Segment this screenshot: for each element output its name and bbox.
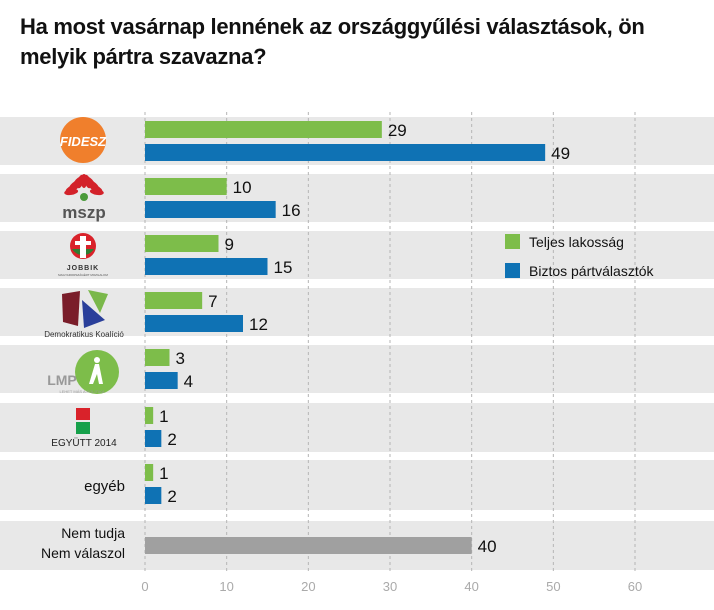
category-band (0, 460, 714, 510)
egyutt-logo-green (76, 422, 90, 434)
jobbik-logo-subtext: MAGYARORSZÁGÉRT MOZGALOM (58, 272, 108, 277)
x-tick-label: 0 (141, 579, 148, 594)
bar-biztos (145, 258, 268, 275)
category-band (0, 403, 714, 452)
legend-label: Teljes lakosság (529, 234, 624, 250)
bar-biztos (145, 487, 162, 504)
dk-logo (82, 300, 105, 328)
category-band (0, 345, 714, 393)
mszp-petal (89, 188, 104, 196)
bar-teljes (145, 349, 170, 366)
lmp-logo-walker (94, 357, 100, 363)
x-tick-label: 60 (628, 579, 642, 594)
bar-teljes (145, 235, 219, 252)
bar-biztos (145, 315, 243, 332)
data-label: 3 (176, 349, 185, 368)
bar-nem-tudja (145, 537, 472, 554)
data-label: 16 (282, 201, 301, 220)
egyutt-logo-text: EGYÜTT 2014 (51, 437, 117, 449)
chart-title: Ha most vasárnap lennének az országgyűlé… (20, 14, 645, 69)
x-tick-label: 40 (464, 579, 478, 594)
category-label-nem-tudja: Nem tudja (61, 525, 125, 541)
category-band (0, 288, 714, 336)
fidesz-logo-text: FIDESZ (60, 134, 107, 149)
category-band (0, 174, 714, 222)
mszp-logo-text: mszp (62, 203, 105, 222)
jobbik-logo-text: JOBBIK (67, 265, 99, 272)
x-tick-label: 30 (383, 579, 397, 594)
data-label: 9 (225, 235, 234, 254)
data-label: 49 (551, 144, 570, 163)
data-label: 29 (388, 121, 407, 140)
bar-teljes (145, 292, 203, 309)
lmp-logo-walker (89, 364, 103, 384)
data-label: 1 (159, 407, 168, 426)
data-label: 2 (167, 430, 176, 449)
data-label: 10 (233, 178, 252, 197)
data-label: 7 (208, 292, 217, 311)
mszp-logo (64, 174, 104, 201)
x-tick-label: 20 (301, 579, 315, 594)
lmp-logo-text: LMP (47, 372, 77, 388)
egyutt-logo-red (76, 408, 90, 420)
bar-biztos (145, 372, 178, 389)
jobbik-logo-cross (75, 241, 91, 245)
x-tick-label: 10 (219, 579, 233, 594)
bar-biztos (145, 201, 276, 218)
bar-teljes (145, 121, 382, 138)
bar-teljes (145, 464, 154, 481)
mszp-logo-center (80, 193, 88, 201)
bar-biztos (145, 430, 162, 447)
fidesz-logo (60, 117, 106, 163)
category-band (0, 231, 714, 279)
legend-swatch (505, 234, 520, 249)
dk-logo (88, 290, 108, 313)
dk-logo (62, 291, 80, 326)
data-label: 1 (159, 464, 168, 483)
x-tick-label: 50 (546, 579, 560, 594)
data-label: 12 (249, 315, 268, 334)
legend-swatch (505, 263, 520, 278)
category-label-egyeb: egyéb (84, 478, 125, 495)
jobbik-logo-cross (80, 236, 86, 258)
data-label: 2 (167, 487, 176, 506)
lmp-logo-subtext: LEHET MÁS A POLITIKA (59, 389, 104, 394)
legend-label: Biztos pártválasztók (529, 263, 654, 279)
category-label-nem-valaszol: Nem válaszol (41, 545, 125, 561)
bar-teljes (145, 178, 227, 195)
data-label: 4 (184, 372, 193, 391)
dk-logo-text: Demokratikus Koalíció (44, 330, 124, 339)
bar-biztos (145, 144, 546, 161)
data-label: 15 (274, 258, 293, 277)
data-label: 40 (478, 537, 497, 556)
bar-teljes (145, 407, 154, 424)
